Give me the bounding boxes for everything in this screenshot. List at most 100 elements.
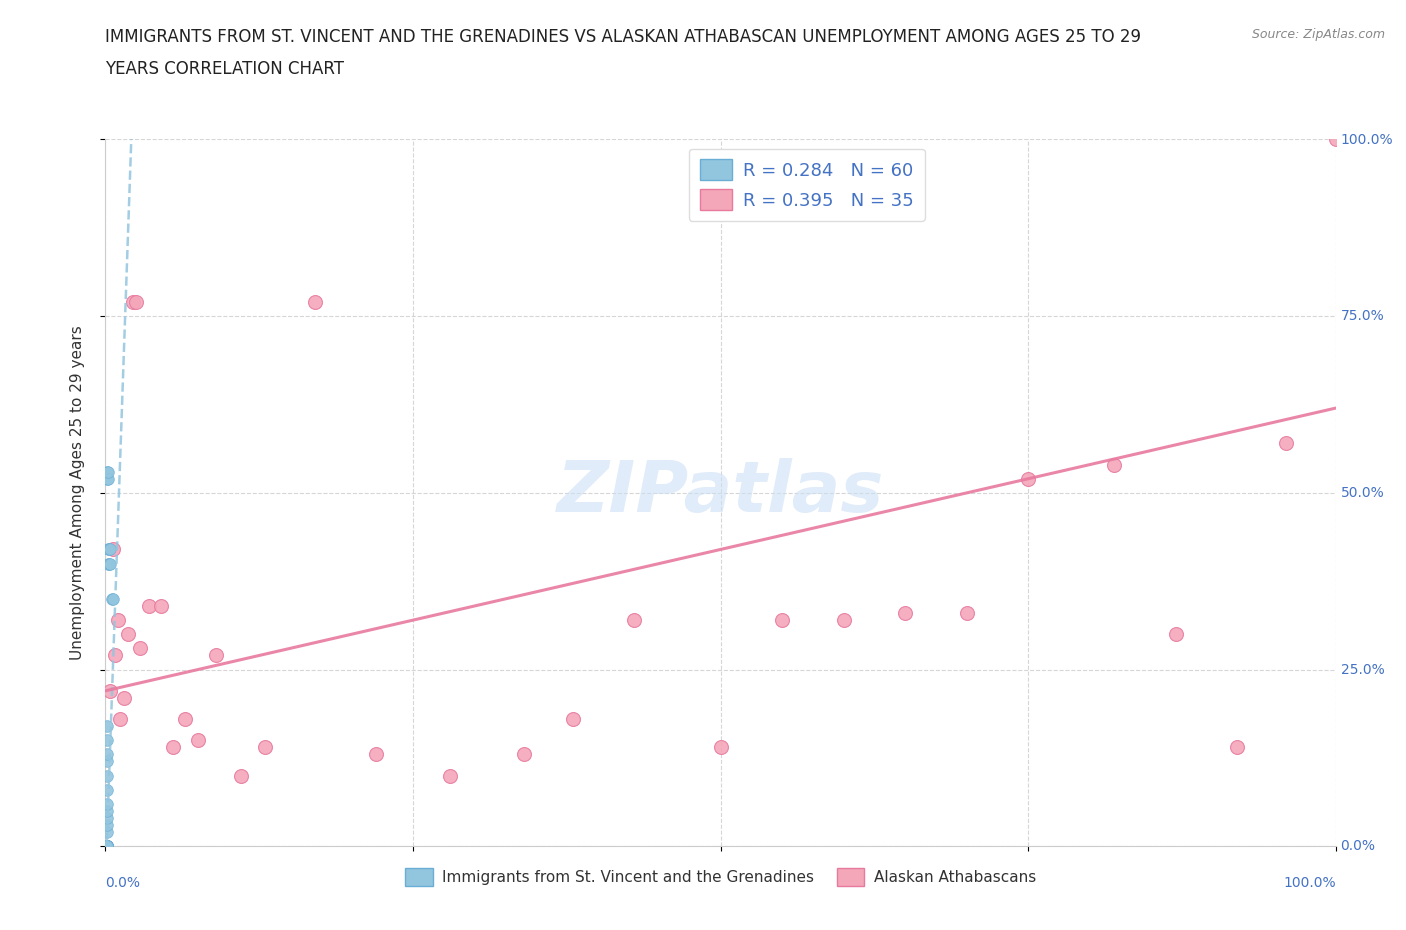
Point — [101, 591, 124, 606]
Point — [101, 542, 124, 557]
Point — [96, 839, 118, 854]
Point — [121, 295, 143, 310]
Point — [96, 839, 118, 854]
Point — [96, 839, 118, 854]
Point — [96, 839, 118, 854]
Point — [366, 747, 388, 762]
Point — [96, 839, 118, 854]
Point — [96, 804, 118, 818]
Point — [96, 839, 118, 854]
Point — [205, 648, 228, 663]
Point — [149, 599, 172, 614]
Point — [97, 472, 120, 486]
Point — [96, 839, 118, 854]
Point — [96, 839, 118, 854]
Point — [1164, 627, 1187, 642]
Point — [96, 825, 118, 840]
Point — [96, 839, 118, 854]
Text: 100.0%: 100.0% — [1341, 132, 1393, 147]
Point — [96, 839, 118, 854]
Point — [770, 613, 793, 628]
Text: 75.0%: 75.0% — [1341, 309, 1385, 324]
Point — [96, 839, 118, 854]
Point — [1275, 436, 1298, 451]
Point — [96, 839, 118, 854]
Point — [162, 740, 184, 755]
Point — [97, 464, 120, 479]
Point — [956, 605, 979, 620]
Point — [562, 711, 585, 726]
Point — [96, 839, 118, 854]
Y-axis label: Unemployment Among Ages 25 to 29 years: Unemployment Among Ages 25 to 29 years — [70, 326, 84, 660]
Point — [96, 839, 118, 854]
Text: IMMIGRANTS FROM ST. VINCENT AND THE GRENADINES VS ALASKAN ATHABASCAN UNEMPLOYMEN: IMMIGRANTS FROM ST. VINCENT AND THE GREN… — [105, 28, 1142, 46]
Point — [96, 768, 118, 783]
Point — [96, 839, 118, 854]
Point — [623, 613, 645, 628]
Point — [96, 839, 118, 854]
Point — [96, 839, 118, 854]
Point — [97, 542, 120, 557]
Point — [1102, 458, 1125, 472]
Point — [513, 747, 536, 762]
Point — [1226, 740, 1249, 755]
Point — [104, 648, 127, 663]
Text: YEARS CORRELATION CHART: YEARS CORRELATION CHART — [105, 60, 344, 78]
Point — [97, 556, 120, 571]
Point — [125, 295, 148, 310]
Point — [96, 782, 118, 797]
Point — [187, 733, 209, 748]
Point — [832, 613, 855, 628]
Point — [138, 599, 160, 614]
Point — [174, 711, 197, 726]
Point — [96, 754, 118, 769]
Point — [96, 839, 118, 854]
Point — [96, 747, 118, 762]
Point — [98, 684, 122, 698]
Point — [96, 472, 118, 486]
Text: 0.0%: 0.0% — [1341, 839, 1375, 854]
Point — [96, 839, 118, 854]
Point — [96, 839, 118, 854]
Text: 25.0%: 25.0% — [1341, 662, 1385, 677]
Point — [96, 839, 118, 854]
Point — [96, 839, 118, 854]
Point — [96, 839, 118, 854]
Legend: Immigrants from St. Vincent and the Grenadines, Alaskan Athabascans: Immigrants from St. Vincent and the Gren… — [399, 862, 1042, 892]
Point — [129, 641, 152, 656]
Point — [96, 811, 118, 826]
Point — [98, 542, 121, 557]
Text: 0.0%: 0.0% — [105, 876, 141, 890]
Point — [117, 627, 139, 642]
Point — [96, 839, 118, 854]
Point — [100, 591, 122, 606]
Point — [96, 839, 118, 854]
Point — [98, 542, 122, 557]
Point — [96, 839, 118, 854]
Point — [1017, 472, 1039, 486]
Point — [96, 839, 118, 854]
Point — [96, 464, 118, 479]
Point — [254, 740, 277, 755]
Point — [1324, 132, 1347, 147]
Point — [96, 839, 118, 854]
Point — [96, 839, 118, 854]
Point — [96, 839, 118, 854]
Point — [96, 839, 118, 854]
Point — [229, 768, 252, 783]
Text: 100.0%: 100.0% — [1284, 876, 1336, 890]
Text: ZIPatlas: ZIPatlas — [557, 458, 884, 527]
Point — [96, 733, 118, 748]
Point — [96, 817, 118, 832]
Point — [96, 839, 118, 854]
Point — [96, 796, 118, 811]
Point — [96, 839, 118, 854]
Point — [98, 556, 122, 571]
Point — [96, 839, 118, 854]
Text: 50.0%: 50.0% — [1341, 485, 1385, 500]
Point — [96, 839, 118, 854]
Point — [304, 295, 326, 310]
Point — [96, 839, 118, 854]
Text: Source: ZipAtlas.com: Source: ZipAtlas.com — [1251, 28, 1385, 41]
Point — [96, 839, 118, 854]
